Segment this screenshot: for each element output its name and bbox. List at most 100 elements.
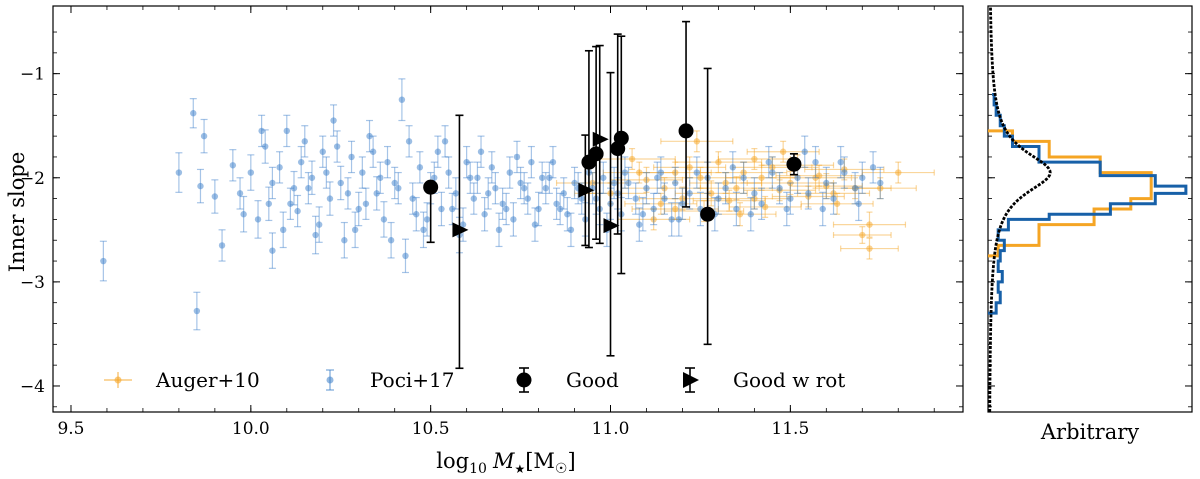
- data-point-auger: [758, 174, 765, 181]
- x-axis-label-unit-close: ]: [567, 449, 575, 473]
- data-point-poci: [538, 174, 546, 181]
- main-plot: 9.5 10.0 10.5 11.0 11.5 −1 −2 −3 −4: [20, 5, 964, 439]
- x-tick-label: 11.0: [592, 419, 630, 439]
- data-point-poci: [200, 132, 208, 140]
- data-point-poci: [420, 226, 427, 234]
- data-point-poci: [495, 226, 503, 234]
- data-point-poci: [621, 169, 629, 176]
- data-point-good: [700, 206, 716, 222]
- legend-marker-auger: [104, 372, 132, 388]
- data-point-auger: [643, 176, 650, 184]
- data-point-poci: [758, 200, 765, 207]
- data-point-poci: [578, 195, 585, 202]
- data-point-poci: [308, 174, 316, 181]
- data-point-poci: [445, 169, 452, 176]
- plot-frame: [52, 5, 964, 413]
- data-point-good: [786, 156, 802, 172]
- data-point-good-rot: [603, 218, 620, 234]
- data-point-poci: [344, 190, 352, 197]
- data-point-poci: [661, 195, 668, 202]
- data-point-poci: [542, 184, 549, 192]
- data-point-auger: [715, 158, 722, 166]
- data-point-poci: [693, 169, 701, 176]
- data-point-auger: [866, 221, 873, 228]
- data-point-poci: [650, 205, 657, 213]
- legend-marker-good: [516, 367, 532, 393]
- data-point-good-rot: [452, 222, 469, 238]
- data-point-auger: [636, 169, 643, 176]
- data-point-good-rot: [578, 182, 595, 198]
- data-point-poci: [294, 207, 301, 215]
- data-point-good: [423, 179, 439, 195]
- data-point-poci: [175, 169, 183, 176]
- data-point-poci: [377, 174, 384, 181]
- data-point-poci: [258, 127, 265, 135]
- data-point-auger: [686, 164, 693, 171]
- data-point-poci: [499, 200, 506, 207]
- data-point-poci: [492, 184, 499, 192]
- data-point-poci: [600, 174, 607, 181]
- data-point-poci: [229, 162, 237, 169]
- data-point-poci: [506, 169, 513, 176]
- legend-label-good-rot: Good w rot: [733, 368, 845, 392]
- data-point-poci: [747, 211, 754, 218]
- data-point-poci: [869, 164, 877, 171]
- data-point-poci: [657, 169, 665, 176]
- data-point-poci: [751, 190, 758, 197]
- data-point-auger: [751, 195, 758, 202]
- data-point-poci: [434, 148, 442, 155]
- legend-marker-good-rot: [683, 367, 699, 393]
- x-axis-label-m: M: [492, 449, 515, 473]
- data-point-poci: [625, 179, 632, 187]
- data-point-poci: [405, 138, 413, 145]
- data-point-poci: [740, 174, 747, 181]
- data-point-poci: [290, 184, 298, 192]
- data-point-good-rot: [592, 131, 609, 147]
- data-point-poci: [287, 200, 294, 207]
- data-point-auger: [740, 169, 747, 176]
- data-point-poci: [783, 205, 790, 213]
- data-point-poci: [722, 184, 729, 192]
- data-point-poci: [715, 195, 722, 202]
- legend: Auger+10 Poci+17 Good Good w rot: [104, 367, 845, 393]
- data-point-poci: [812, 158, 819, 166]
- data-point-poci: [474, 174, 481, 181]
- data-point-auger: [866, 245, 873, 252]
- data-point-poci: [520, 184, 528, 192]
- data-point-poci: [337, 179, 344, 187]
- histogram-auger: [988, 129, 1153, 258]
- data-point-auger: [733, 184, 740, 192]
- data-point-poci: [413, 211, 420, 218]
- x-axis-label-sun: ☉: [555, 461, 568, 477]
- data-point-poci: [330, 117, 337, 124]
- data-point-poci: [341, 237, 348, 244]
- data-point-poci: [218, 242, 226, 249]
- data-point-poci: [452, 190, 460, 197]
- data-point-poci: [409, 195, 416, 202]
- data-point-poci: [531, 221, 539, 228]
- data-point-poci: [610, 179, 618, 187]
- y-axis-label: Inner slope: [5, 152, 29, 273]
- data-point-poci: [776, 184, 783, 192]
- data-point-poci: [323, 169, 330, 176]
- data-point-poci: [769, 169, 776, 176]
- data-point-poci: [423, 216, 431, 223]
- data-point-poci: [416, 164, 424, 171]
- legend-marker-poci: [326, 369, 334, 391]
- data-point-poci: [269, 179, 276, 187]
- data-point-auger: [650, 216, 657, 223]
- data-point-auger: [751, 155, 758, 163]
- data-point-poci: [236, 190, 244, 197]
- data-point-auger: [812, 174, 819, 181]
- data-point-auger: [877, 184, 884, 192]
- data-point-auger: [895, 169, 902, 176]
- data-point-poci: [528, 158, 535, 166]
- data-point-poci: [877, 179, 884, 187]
- data-point-poci: [668, 216, 675, 223]
- data-point-poci: [477, 148, 485, 155]
- data-point-auger: [779, 148, 787, 155]
- data-point-auger: [833, 200, 841, 207]
- legend-label-good: Good: [566, 368, 619, 392]
- side-x-axis-label: Arbitrary: [1040, 420, 1139, 444]
- data-point-poci: [643, 184, 650, 192]
